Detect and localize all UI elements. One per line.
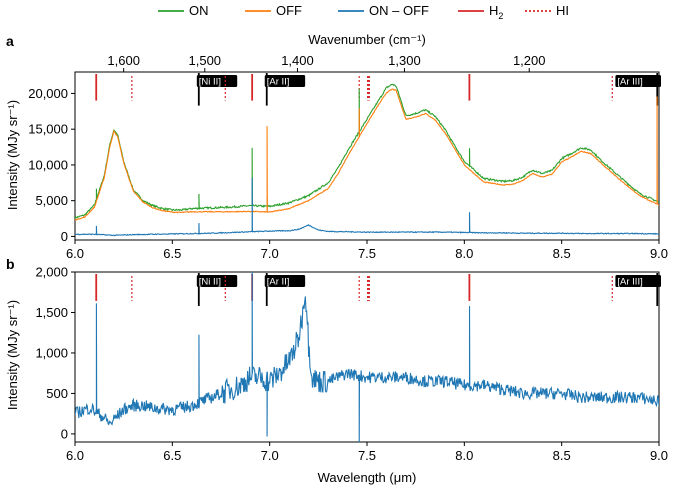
- panel-a-ytick-label: 0: [61, 229, 68, 244]
- panel-a-xtick-label: 8.5: [553, 246, 571, 261]
- panel-a-ion-tag-label: [Ni II]: [199, 77, 221, 88]
- legend-off-label: OFF: [276, 3, 302, 18]
- panel-b-ylabel: Intensity (MJy sr⁻¹): [5, 300, 20, 410]
- legend-on-label: ON: [189, 3, 209, 18]
- panel-b-ion-tag-label: [Ni II]: [199, 277, 221, 288]
- legend-h2-label: H2: [489, 3, 503, 21]
- panel-a-top-tick-label: 1,200: [513, 53, 546, 68]
- panel-b-ytick-label: 1,000: [35, 345, 68, 360]
- panel-b-ytick-label: 500: [46, 386, 68, 401]
- panel-b-xtick-label: 8.0: [455, 448, 473, 463]
- panel-b: 6.0 6.5 7.0 7.5 8.0 8.5 9.0 0 500 1,000 1,500 2,000…: [35, 265, 668, 464]
- panel-b-ion-tag: [615, 275, 661, 287]
- panel-b-ytick-label: 2,000: [35, 265, 68, 280]
- panel-a-xtick-label: 6.5: [163, 246, 181, 261]
- panel-a-xtick-label: 9.0: [650, 246, 668, 261]
- panel-a-ytick-label: 20,000: [28, 86, 68, 101]
- panel-a-top-tick-label: 1,300: [388, 53, 421, 68]
- panel-a: 6.0 6.5 7.0 7.5 8.0 8.5 9.0 0 5,000 10,000 15,000 2…: [28, 53, 668, 261]
- legend-hi-label: HI: [556, 3, 569, 18]
- panel-a-ion-tag-label: [Ar II]: [267, 77, 290, 88]
- legend-h2-sub: 2: [498, 11, 503, 21]
- panel-a-ytick-label: 5,000: [35, 193, 68, 208]
- legend: ON OFF ON – OFF H2 HI: [158, 3, 569, 21]
- panel-a-series-on-off: [75, 177, 659, 237]
- panel-letter-a: a: [6, 33, 14, 49]
- panel-a-xtick-label: 7.0: [261, 246, 279, 261]
- panel-a-ylabel: Intensity (MJy sr⁻¹): [5, 100, 20, 210]
- panel-a-xtick-label: 7.5: [358, 246, 376, 261]
- panel-letter-b: b: [6, 256, 15, 272]
- legend-h2-main: H: [489, 3, 498, 18]
- panel-a-ion-tag: [196, 75, 238, 87]
- panel-a-ytick-label: 10,000: [28, 157, 68, 172]
- panel-a-series-off: [75, 88, 659, 221]
- panel-b-xtick-label: 6.0: [66, 448, 84, 463]
- panel-a-xtick-label: 8.0: [455, 246, 473, 261]
- panel-a-top-tick-label: 1,600: [107, 53, 140, 68]
- panel-b-ytick-label: 1,500: [35, 305, 68, 320]
- panel-b-xtick-label: 9.0: [650, 448, 668, 463]
- panel-a-ion-tag: [264, 75, 306, 87]
- panel-b-ytick-label: 0: [61, 426, 68, 441]
- panel-b-xtick-label: 6.5: [163, 448, 181, 463]
- panel-b-ion-tag-label: [Ar III]: [617, 277, 642, 288]
- panel-b-ion-tag-label: [Ar II]: [267, 277, 290, 288]
- panel-b-xtick-label: 8.5: [553, 448, 571, 463]
- top-axis-label: Wavenumber (cm⁻¹): [308, 32, 426, 47]
- panel-a-ytick-label: 15,000: [28, 122, 68, 137]
- panel-a-top-tick-label: 1,400: [281, 53, 314, 68]
- panel-b-xtick-label: 7.0: [261, 448, 279, 463]
- panel-a-top-tick-label: 1,500: [189, 53, 222, 68]
- panel-b-series-on-off: [75, 272, 659, 442]
- panel-a-xtick-label: 6.0: [66, 246, 84, 261]
- panel-a-ion-tag: [615, 75, 661, 87]
- panel-b-ion-tag: [264, 275, 306, 287]
- panel-b-xlabel: Wavelength (μm): [318, 470, 417, 485]
- panel-b-xtick-label: 7.5: [358, 448, 376, 463]
- panel-b-ion-tag: [196, 275, 238, 287]
- panel-a-series-on: [75, 83, 659, 219]
- panel-a-ion-tag-label: [Ar III]: [617, 77, 642, 88]
- legend-diff-label: ON – OFF: [369, 3, 429, 18]
